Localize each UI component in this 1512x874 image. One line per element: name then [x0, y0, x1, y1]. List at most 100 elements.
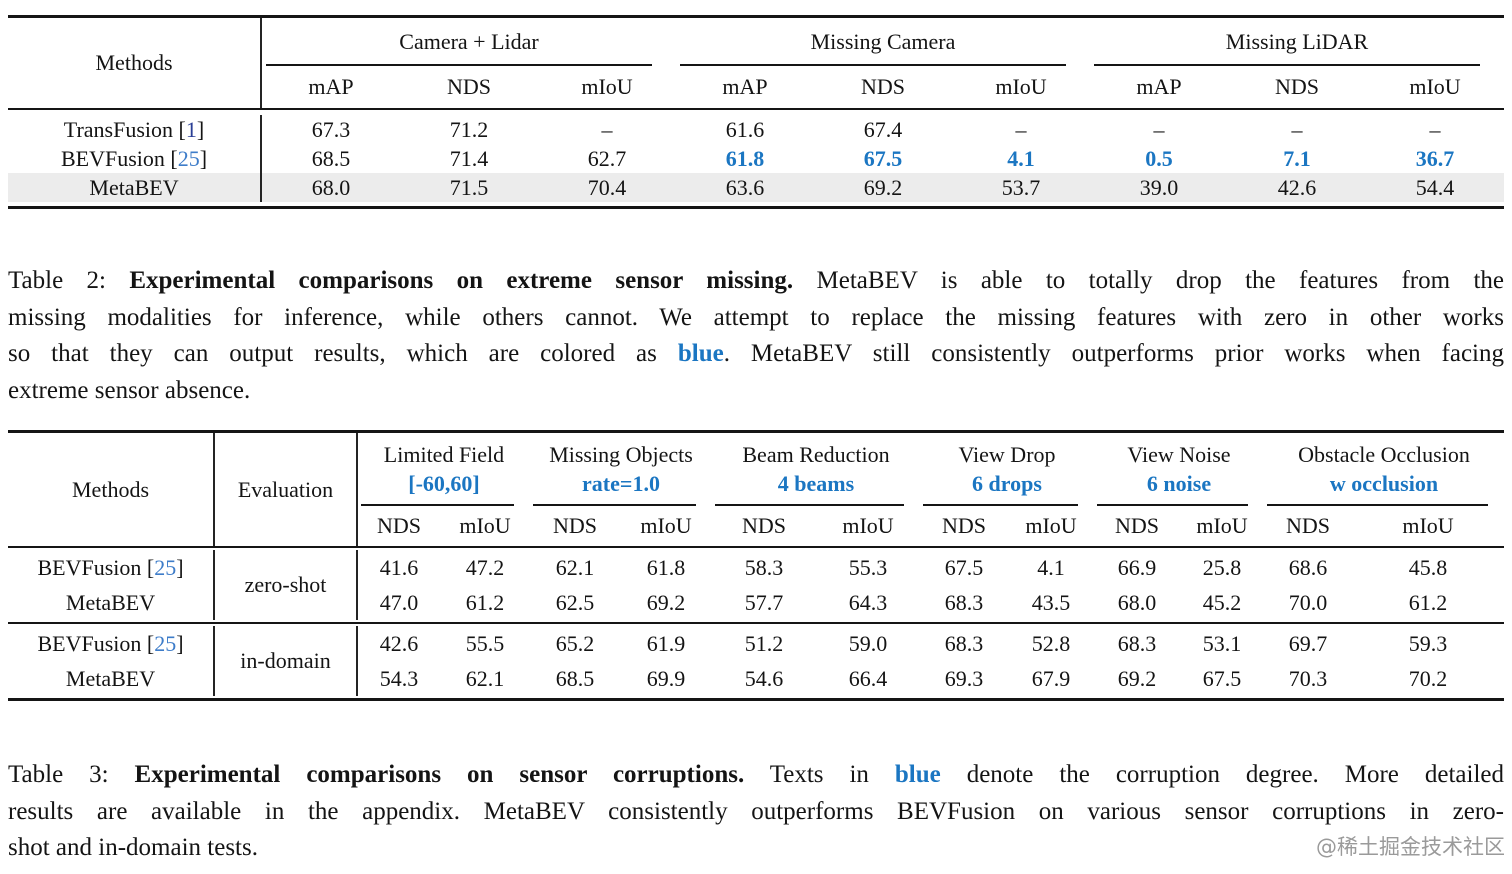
table3-value-cell: 69.2	[646, 590, 686, 615]
table3-value-cell: 52.8	[1031, 631, 1071, 656]
table2-value-cell: 53.7	[952, 173, 1090, 202]
table3-value-cell: 47.2	[465, 555, 505, 580]
table2-value-cell: –	[601, 117, 613, 142]
group-corruption-degree: 6 drops	[972, 471, 1042, 496]
table3-group-missing-objects: Missing Objects rate=1.0	[530, 433, 712, 506]
caption-text: Table 2:	[8, 267, 130, 294]
table3-value-cell: 58.3	[744, 555, 784, 580]
table3-value-cell: 67.5	[944, 555, 984, 580]
group-corruption-degree: 4 beams	[777, 471, 855, 496]
table3-value-cell: 70.3	[1288, 666, 1328, 691]
table3-value-cell: 55.5	[465, 631, 505, 656]
table3-subheader: NDS	[552, 513, 597, 538]
table3-value-cell: 25.8	[1202, 555, 1242, 580]
bracket: ]	[176, 631, 184, 656]
table2-subheader: mAP	[308, 74, 354, 99]
table2-method-cell: MetaBEV	[8, 173, 262, 202]
table2-value-cell: 69.2	[814, 173, 952, 202]
table2-subheader: mIoU	[995, 74, 1047, 99]
table3-header: Methods Evaluation Limited Field [-60,60…	[8, 433, 1504, 548]
table3-value-cell: 61.8	[646, 555, 686, 580]
caption-line: missing modalities for inference, while …	[8, 300, 1504, 337]
citation-link[interactable]: 25	[177, 146, 200, 171]
bracket: ]	[196, 117, 205, 142]
table3-value-cell: 55.3	[848, 555, 888, 580]
table2-subheader: mIoU	[1409, 74, 1461, 99]
table2-value-cell: 54.4	[1366, 173, 1504, 202]
table3-value-cell: 43.5	[1031, 590, 1071, 615]
table3-method-cell: MetaBEV	[8, 661, 215, 696]
caption-line: Table 2: Experimental comparisons on ext…	[8, 263, 1504, 300]
table3-value-cell: 54.6	[744, 666, 784, 691]
group-title: Obstacle Occlusion	[1298, 442, 1470, 467]
table3-value-cell: 69.9	[646, 666, 686, 691]
group-title: Missing Objects	[549, 442, 693, 467]
table3-method-cell: MetaBEV	[8, 585, 215, 620]
blue-highlight-text: blue	[677, 340, 724, 368]
table2-method-cell: BEVFusion [25]	[8, 144, 262, 173]
table3-group-separator-rule	[8, 622, 1504, 624]
table2-value-cell-blue: 0.5	[1145, 146, 1173, 171]
table2-value-cell-blue: 61.8	[725, 146, 765, 171]
group-corruption-degree: [-60,60]	[408, 471, 480, 496]
table3-value-cell: 4.1	[1037, 555, 1065, 580]
table2-value-cell: 63.6	[676, 173, 814, 202]
group-title: Missing Camera	[810, 29, 956, 54]
table2-header-rule	[8, 108, 1504, 110]
table3-value-cell: 69.7	[1288, 631, 1328, 656]
caption-text: missing modalities for inference, while …	[8, 303, 1504, 331]
table2-subheader: mAP	[722, 74, 768, 99]
group-corruption-degree: rate=1.0	[582, 471, 660, 496]
table2-value-cell: 71.4	[449, 146, 489, 171]
table3-value-cell: 61.2	[465, 590, 505, 615]
table2-value-cell: 68.5	[311, 146, 351, 171]
caption-text: results are available in the appendix. M…	[8, 797, 1504, 825]
table3-subheader: NDS	[1285, 513, 1330, 538]
table3-group-view-noise: View Noise 6 noise	[1094, 433, 1264, 506]
method-name: BEVFusion [	[60, 146, 178, 171]
method-name: BEVFusion [	[37, 631, 155, 656]
table3-value-cell: 45.2	[1202, 590, 1242, 615]
table3-zero-shot-group: BEVFusion [25] zero-shot 41.6 47.2 62.1 …	[8, 548, 1504, 622]
group-underline	[715, 504, 904, 506]
table2-value-cell: 68.0	[262, 173, 400, 202]
table3-subheader: mIoU	[1025, 513, 1077, 538]
table3-value-cell: 68.6	[1288, 555, 1328, 580]
table3-value-cell: 62.1	[555, 555, 595, 580]
table2-value-cell: 70.4	[538, 173, 676, 202]
table3-subheader: mIoU	[842, 513, 894, 538]
citation-link[interactable]: 1	[185, 117, 197, 142]
table3-group-beam-reduction: Beam Reduction 4 beams	[712, 433, 920, 506]
table2-caption: Table 2: Experimental comparisons on ext…	[8, 263, 1504, 409]
table3-value-cell: 59.0	[848, 631, 888, 656]
citation-link[interactable]: 25	[154, 631, 177, 656]
method-name: TransFusion [	[63, 117, 186, 142]
table3-value-cell: 68.0	[1117, 590, 1157, 615]
table3-value-cell: 42.6	[379, 631, 419, 656]
table3-value-cell: 57.7	[744, 590, 784, 615]
caption-text: extreme sensor absence.	[8, 376, 251, 404]
table2-subheader: NDS	[446, 74, 491, 99]
table3-method-cell: BEVFusion [25]	[8, 550, 215, 585]
table2-value-cell-blue: 4.1	[1007, 146, 1035, 171]
citation-link[interactable]: 25	[154, 555, 177, 580]
group-title: View Noise	[1127, 442, 1231, 467]
caption-line: extreme sensor absence.	[8, 373, 1504, 410]
table3-value-cell: 53.1	[1202, 631, 1242, 656]
caption-text: denote the corruption degree. More detai…	[940, 761, 1504, 788]
watermark: @稀土掘金技术社区	[1316, 835, 1505, 859]
table3-value-cell: 41.6	[379, 555, 419, 580]
group-underline	[1267, 504, 1488, 506]
table3-subheader: NDS	[1114, 513, 1159, 538]
table3-evaluation-cell: in-domain	[215, 626, 358, 696]
table3-value-cell: 65.2	[555, 631, 595, 656]
table2-value-cell: 42.6	[1228, 173, 1366, 202]
table3-group-view-drop: View Drop 6 drops	[920, 433, 1094, 506]
table3-value-cell: 66.4	[848, 666, 888, 691]
table3-value-cell: 64.3	[848, 590, 888, 615]
table3-subheader: NDS	[941, 513, 986, 538]
table2-method-cell: TransFusion [1]	[8, 115, 262, 144]
table2-value-cell: 71.5	[400, 173, 538, 202]
table3-method-cell: BEVFusion [25]	[8, 626, 215, 661]
table3-value-cell: 62.5	[555, 590, 595, 615]
